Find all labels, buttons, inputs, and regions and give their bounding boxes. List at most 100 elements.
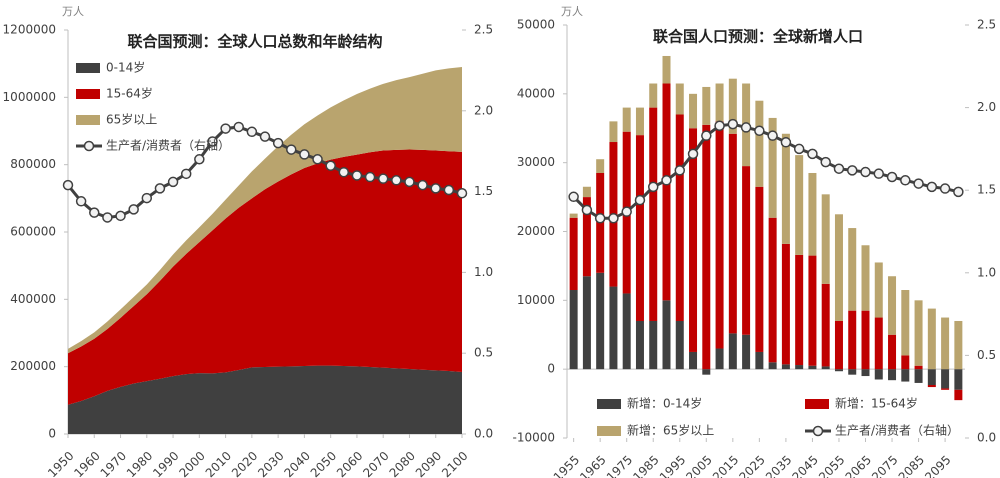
bar	[914, 365, 923, 370]
bar	[635, 135, 644, 321]
bar	[888, 276, 897, 335]
line-marker	[272, 137, 284, 149]
line-marker	[417, 179, 428, 191]
line-marker	[351, 170, 363, 181]
chart-title: 联合国预测：全球人口总数和年龄结构	[127, 33, 382, 51]
bar	[888, 369, 897, 381]
line-marker	[780, 137, 792, 148]
bar	[649, 320, 658, 370]
bar	[728, 133, 737, 334]
x-tick-label: 2050	[308, 449, 339, 478]
bar	[675, 320, 684, 370]
bar	[728, 78, 737, 134]
line-marker	[456, 187, 468, 199]
bar	[715, 121, 724, 349]
legend-label: 生产者/消费者（右轴）	[106, 138, 230, 153]
bar	[649, 83, 658, 108]
y-tick-label: 1200000	[3, 23, 56, 37]
y2-tick-label: 2.0	[977, 100, 996, 114]
line-marker	[820, 156, 831, 168]
bar	[662, 300, 671, 370]
x-tick-label: 2060	[334, 449, 365, 478]
line-marker	[312, 154, 323, 165]
line-marker	[860, 166, 871, 178]
line-marker	[286, 144, 297, 155]
bar	[914, 300, 923, 366]
line-marker	[75, 196, 87, 207]
unit-label: 万人	[62, 5, 84, 18]
bar	[795, 155, 804, 255]
line-marker	[207, 136, 218, 147]
y2-tick-label: 2.5	[977, 18, 996, 32]
line-marker	[581, 204, 593, 216]
bar	[755, 100, 764, 187]
y2-tick-label: 2.5	[474, 23, 493, 37]
area	[68, 67, 462, 354]
line-marker	[391, 175, 402, 186]
bar	[635, 320, 644, 370]
bar	[781, 243, 790, 365]
unit-label: 万人	[561, 5, 583, 18]
bar	[834, 369, 843, 372]
bar	[689, 351, 698, 370]
bar	[861, 369, 870, 377]
legend-swatch	[597, 399, 621, 409]
bar	[569, 217, 578, 291]
legend-swatch	[76, 63, 100, 73]
line-marker	[404, 176, 415, 188]
y2-tick-label: 0.5	[474, 346, 493, 360]
chart-title: 联合国人口预测：全球新增人口	[653, 28, 863, 46]
line-marker	[701, 130, 712, 141]
line-marker	[233, 121, 244, 133]
legend-swatch	[76, 115, 100, 125]
line-marker	[661, 175, 672, 186]
line-marker	[687, 148, 699, 160]
x-tick-label: 1970	[98, 449, 129, 478]
y-tick-label: 0	[48, 427, 56, 441]
legend-label: 15-64岁	[106, 86, 153, 101]
bar	[569, 213, 578, 218]
line-marker	[873, 168, 885, 179]
legend-label: 生产者/消费者（右轴）	[835, 423, 959, 438]
y-tick-label: 800000	[10, 157, 56, 171]
bar	[768, 117, 777, 218]
legend-swatch	[76, 89, 100, 99]
bar	[954, 369, 963, 390]
y2-tick-label: 1.0	[474, 265, 493, 279]
line-marker	[325, 160, 336, 171]
bar	[781, 133, 790, 244]
bar	[954, 389, 963, 401]
line-marker	[767, 130, 778, 141]
line-marker	[714, 120, 725, 132]
bar	[582, 276, 591, 370]
line-marker	[846, 165, 858, 176]
legend-label: 新增：15-64岁	[835, 396, 918, 411]
line-marker	[154, 183, 166, 194]
bar	[715, 83, 724, 122]
line-marker	[740, 122, 752, 133]
line-marker	[833, 163, 845, 174]
line-marker	[364, 171, 376, 183]
bar	[662, 83, 671, 301]
bar	[781, 364, 790, 370]
line-marker	[608, 213, 619, 224]
bar	[702, 124, 711, 370]
bar	[702, 86, 711, 125]
x-tick-label: 1980	[124, 449, 155, 478]
line-marker	[727, 118, 739, 130]
line-marker	[299, 149, 310, 160]
line-marker	[246, 126, 258, 138]
bar	[675, 114, 684, 321]
line-marker	[115, 210, 126, 222]
y2-tick-label: 0.0	[977, 431, 996, 445]
bar	[649, 107, 658, 321]
y2-tick-label: 0.0	[474, 427, 493, 441]
y-tick-label: -10000	[512, 431, 555, 445]
x-tick-label: 2100	[439, 449, 470, 478]
line-marker	[926, 181, 938, 193]
bar	[622, 107, 631, 132]
bar	[675, 83, 684, 115]
bar	[834, 214, 843, 321]
line-marker	[674, 165, 686, 176]
line-marker	[793, 143, 805, 155]
